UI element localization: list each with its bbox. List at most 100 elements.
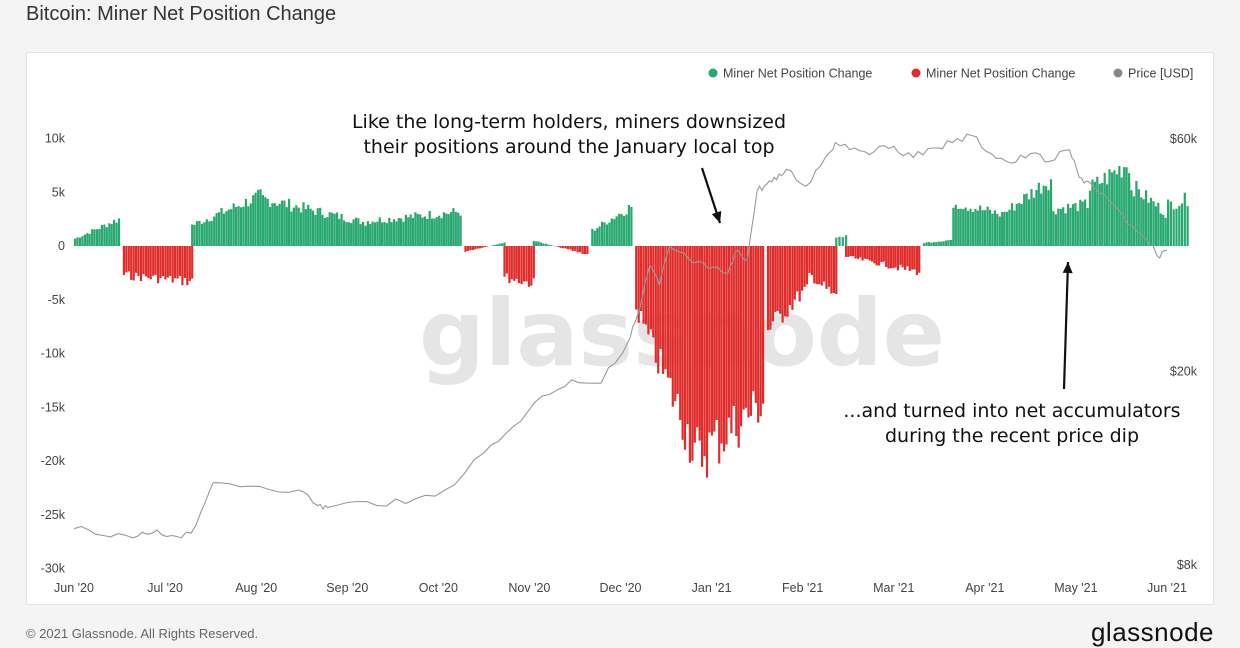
annotations: Like the long-term holders, miners downs… (352, 111, 1181, 447)
bar (405, 215, 407, 246)
bar (625, 214, 627, 246)
bar (521, 246, 523, 284)
bar (1104, 173, 1106, 246)
y-right-tick-label: $20k (1170, 364, 1198, 378)
bar (974, 209, 976, 246)
bar (842, 237, 844, 246)
bar (128, 246, 130, 272)
bar (940, 242, 942, 246)
bar (876, 246, 878, 265)
y-tick-label: 5k (52, 185, 66, 199)
x-tick-label: Oct '20 (419, 581, 458, 595)
bar (880, 246, 882, 262)
bar (1096, 177, 1098, 246)
bar (298, 208, 300, 246)
bar (660, 246, 662, 349)
bar (1187, 206, 1189, 246)
bar (283, 201, 285, 247)
bar (1116, 174, 1118, 246)
bar (883, 246, 885, 262)
bar (1060, 209, 1062, 246)
y-tick-label: -5k (48, 293, 66, 307)
bar (388, 218, 390, 246)
bar (321, 215, 323, 246)
bar (1052, 211, 1054, 246)
bar (818, 246, 820, 284)
bar (383, 222, 385, 246)
bar (1167, 200, 1169, 247)
bar (960, 209, 962, 246)
arrow-head-icon (712, 211, 722, 223)
bar (669, 246, 671, 378)
bar (1067, 204, 1069, 246)
bar (969, 209, 971, 246)
bar (674, 246, 676, 401)
bar (135, 246, 137, 273)
bar (417, 214, 419, 246)
bar (542, 244, 544, 247)
bar (164, 246, 166, 280)
bar (825, 246, 827, 289)
bar (350, 223, 352, 246)
bar (310, 209, 312, 246)
bar (909, 246, 911, 271)
bar (300, 212, 302, 246)
bar (410, 215, 412, 247)
bar (324, 218, 326, 246)
bar (338, 219, 340, 246)
bar (269, 207, 271, 246)
bar (950, 240, 952, 246)
bar (767, 246, 769, 330)
bar (345, 222, 347, 246)
bar (808, 246, 810, 273)
bar (1162, 215, 1164, 246)
bar (319, 208, 321, 246)
bar (830, 246, 832, 294)
chart-panel: glassnode 10k5k0-5k-10k-15k-20k-25k-30k … (26, 52, 1214, 605)
bar (98, 229, 100, 246)
bar (506, 246, 508, 274)
bar (613, 219, 615, 246)
bar (679, 246, 681, 420)
bar (398, 218, 400, 246)
bar (689, 246, 691, 463)
bar (945, 241, 947, 247)
bar (672, 246, 674, 407)
bar (305, 209, 307, 246)
bar (838, 237, 840, 246)
bar (577, 246, 579, 252)
bar (711, 246, 713, 436)
bar (1062, 207, 1064, 246)
bar (696, 246, 698, 427)
bar (691, 246, 693, 461)
bar (699, 246, 701, 431)
bar (1011, 203, 1013, 246)
bar (150, 246, 152, 279)
bar (947, 240, 949, 246)
bar (1057, 209, 1059, 246)
bar (184, 246, 186, 278)
bar (1023, 194, 1025, 246)
bar (599, 226, 601, 246)
bar (533, 241, 535, 246)
bar (852, 246, 854, 256)
bar (103, 225, 105, 247)
bar (355, 218, 357, 246)
bar (1091, 180, 1093, 246)
bar (706, 246, 708, 478)
bar (279, 204, 281, 246)
bar (828, 246, 830, 287)
bar (326, 217, 328, 246)
bar (238, 206, 240, 246)
bar (725, 246, 727, 445)
bar (1043, 186, 1045, 246)
bar (191, 225, 193, 247)
bar (407, 217, 409, 246)
bar (123, 246, 125, 275)
bar (579, 246, 581, 252)
bar (560, 246, 562, 248)
legend-label: Miner Net Position Change (723, 67, 872, 81)
bar (611, 219, 613, 247)
